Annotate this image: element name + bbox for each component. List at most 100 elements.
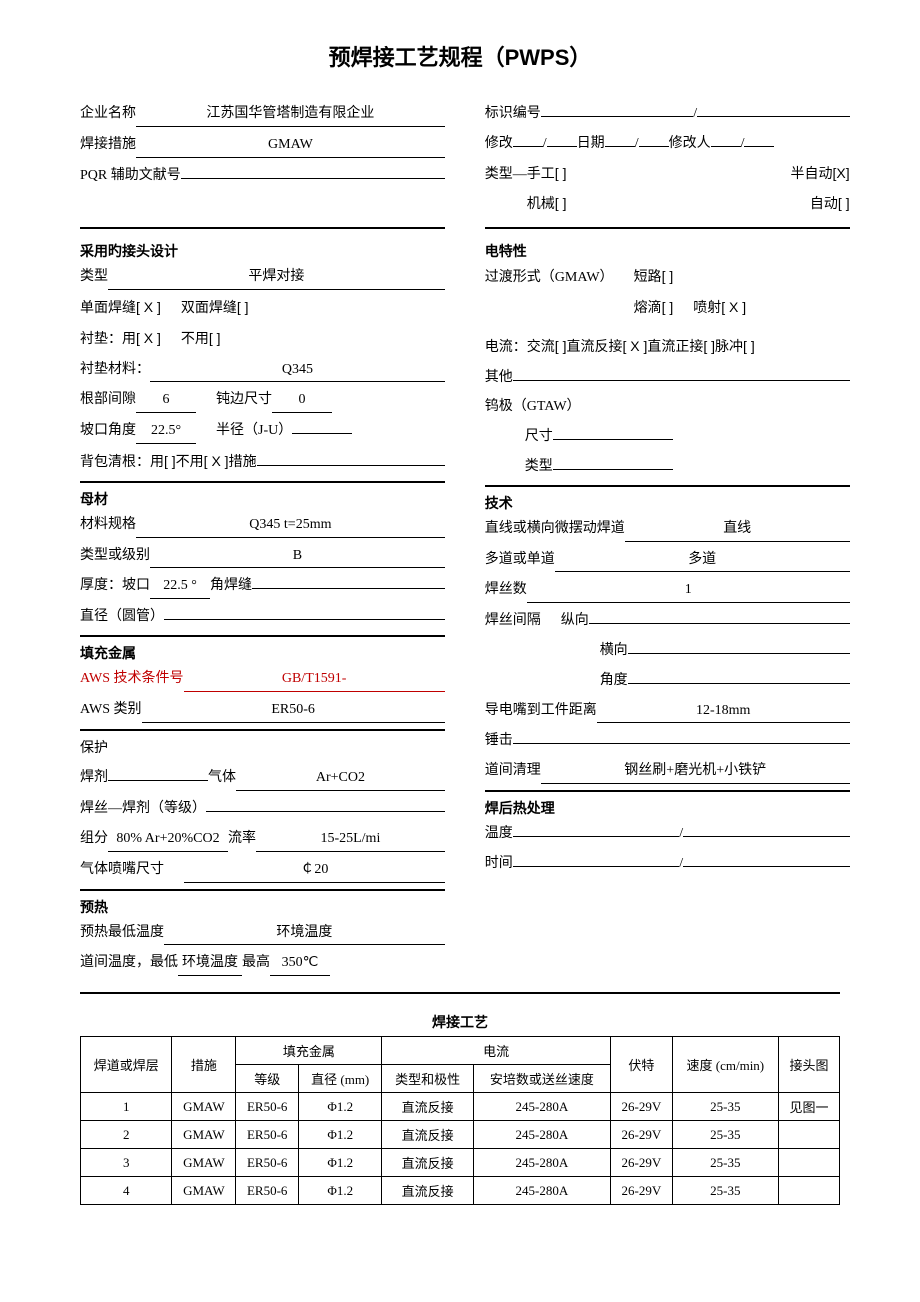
ac-label: 交流 [527,336,555,360]
pwht-time-v1 [513,866,679,867]
gas-label: 气体 [208,766,236,790]
peen-value [513,743,850,744]
shield-label: 保护 [80,737,108,761]
backclean-label: 背包清根： [80,451,150,475]
rev-p1 [711,146,741,147]
header-block: 企业名称江苏国华管塔制造有限企业 焊接措施GMAW PQR 辅助文献号 标识编号… [80,102,840,223]
preheat-inter-label: 道间温度，最低 [80,951,178,975]
backing-use: 用 [122,328,136,352]
dcr-mark: [ X ] [622,335,647,359]
proc-title: 焊接工艺 [80,1012,840,1032]
cell-joint: 见图一 [778,1093,839,1121]
clean-value: 钢丝刷+磨光机+小铁铲 [541,759,850,784]
double-mark: [ ] [237,296,249,320]
groove-value: 22.5° [136,419,196,444]
cell-method: GMAW [172,1177,236,1205]
cell-volt: 26-29V [610,1121,672,1149]
groove-label: 坡口角度 [80,419,136,443]
preheat-max-label: 最高 [242,951,270,975]
angle-value [628,683,850,684]
spacing-long: 纵向 [561,609,589,633]
pwht-time-label: 时间 [485,852,513,876]
transfer-label: 过渡形式（GMAW） [485,266,614,290]
rev-v1 [513,146,543,147]
cell-amp: 245-280A [473,1149,610,1177]
preheat-min-label: 预热最低温度 [80,921,164,945]
comp-value: 80% Ar+20%CO2 [108,827,228,852]
cell-speed: 25-35 [672,1177,778,1205]
proc-table: 焊道或焊层 措施 填充金属 电流 伏特 速度 (cm/min) 接头图 等级 直… [80,1036,840,1205]
joint-section: 采用旳接头设计 [80,241,445,261]
comp-label: 组分 [80,827,108,851]
weave-label: 直线或横向微摆动焊道 [485,517,625,541]
ctw-label: 导电嘴到工件距离 [485,699,597,723]
blunt-label: 钝边尺寸 [216,388,272,412]
single-mark: [ X ] [136,296,161,320]
spacing-label: 焊丝间隔 [485,609,541,633]
cell-pass: 4 [81,1177,172,1205]
dcp-mark: [ ] [703,335,715,359]
cell-joint [778,1177,839,1205]
pwht-temp-label: 温度 [485,822,513,846]
other-label: 其他 [485,366,513,390]
base-thick-value: 22.5 ° [150,574,210,599]
col-joint: 接头图 [778,1037,839,1093]
t-type-value [553,469,673,470]
pwht-temp-v2 [683,836,849,837]
tech-section: 技术 [485,493,850,513]
gas-value: Ar+CO2 [236,766,445,791]
rev-label: 修改 [485,132,513,156]
rev-person-label: 修改人 [669,132,711,156]
cell-polarity: 直流反接 [382,1149,473,1177]
col-grade: 等级 [236,1065,299,1093]
page-title: 预焊接工艺规程（PWPS） [80,40,840,72]
aws-class-label: AWS 类别 [80,698,142,722]
short-label: 短路 [634,266,662,290]
single-label: 单面焊缝 [80,297,136,321]
col-dia: 直径 (mm) [299,1065,382,1093]
col-amp: 安培数或送丝速度 [473,1065,610,1093]
cell-amp: 245-280A [473,1177,610,1205]
type-manual: 手工 [527,163,555,187]
base-fillet-value [252,588,445,589]
rev-v2 [547,146,577,147]
cell-amp: 245-280A [473,1093,610,1121]
cell-joint [778,1149,839,1177]
col-current: 电流 [382,1037,611,1065]
rev-d1 [605,146,635,147]
company-value: 江苏国华管塔制造有限企业 [136,102,445,127]
id-value-2 [697,116,849,117]
cell-volt: 26-29V [610,1149,672,1177]
current-label: 电流： [485,336,527,360]
elec-section: 电特性 [485,241,850,261]
radius-value [292,433,352,434]
type-mech-mark: [ ] [555,192,567,216]
cell-grade: ER50-6 [236,1093,299,1121]
weave-value: 直线 [625,517,850,542]
id-value-1 [541,116,693,117]
backing-mat-label: 衬垫材料： [80,358,150,382]
spray-mark: [ X ] [721,296,746,320]
spacing-long-value [589,623,850,624]
nozzle-label: 气体喷嘴尺寸 [80,858,164,882]
cell-method: GMAW [172,1149,236,1177]
backclean-nouse: 不用 [176,451,204,475]
cell-method: GMAW [172,1093,236,1121]
other-value [513,380,850,381]
cell-polarity: 直流反接 [382,1121,473,1149]
aws-cond-value: GB/T1591- [184,667,445,692]
type-semi-mark: [X] [832,162,849,186]
cell-speed: 25-35 [672,1093,778,1121]
root-gap-label: 根部间隙 [80,388,136,412]
backclean-use-mark: [ ] [164,450,176,474]
cell-joint [778,1121,839,1149]
col-filler: 填充金属 [236,1037,382,1065]
wires-label: 焊丝数 [485,578,527,602]
spacing-trans: 横向 [600,639,628,663]
dcp-label: 直流正接 [647,336,703,360]
cell-amp: 245-280A [473,1121,610,1149]
backclean-method-value [257,465,445,466]
aws-cond-label: AWS 技术条件号 [80,667,184,691]
base-dia-label: 直径（圆管） [80,605,164,629]
base-spec-label: 材料规格 [80,513,136,537]
